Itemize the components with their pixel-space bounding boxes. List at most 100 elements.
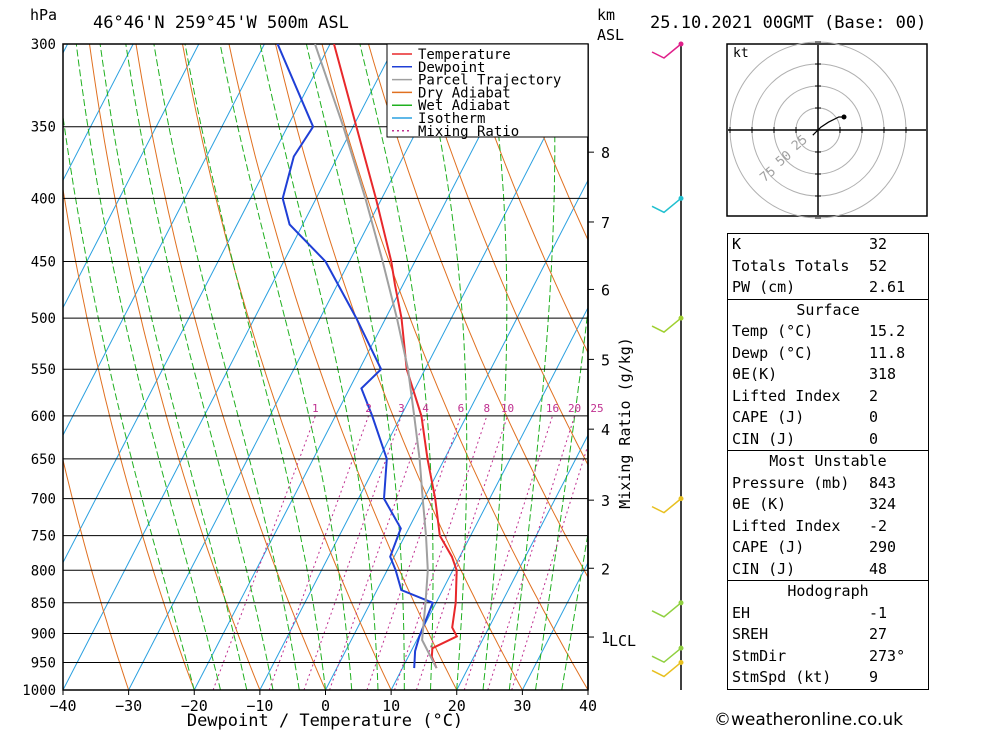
- hodograph-title: Hodograph: [728, 580, 928, 603]
- legend-entry: Isotherm: [418, 111, 485, 127]
- mixing-ratio-line: [394, 415, 488, 690]
- asl-unit-label: ASL: [597, 26, 624, 44]
- km-tick-label: 3: [601, 492, 610, 510]
- most-unstable-title: Most Unstable: [728, 450, 928, 473]
- km-tick-label: 4: [601, 421, 610, 439]
- indices-section: K 32 Totals Totals 52 PW (cm) 2.61: [728, 234, 928, 299]
- stats-label: Temp (°C): [732, 322, 814, 340]
- surface-title: Surface: [728, 298, 928, 322]
- mixing-ratio-label: 3: [398, 402, 405, 415]
- wet-adiabat-line: [420, 44, 468, 690]
- km-tick-label: 1: [601, 629, 610, 647]
- stats-value: -2: [869, 516, 888, 535]
- stats-label: K: [732, 235, 742, 253]
- legend-entry: Mixing Ratio: [418, 124, 519, 140]
- wind-barb: [651, 498, 682, 514]
- stats-row: SREH 27: [728, 624, 928, 646]
- mixing-ratio-line: [487, 415, 576, 690]
- wet-adiabat-line: [482, 44, 508, 690]
- stats-label: Lifted Index: [732, 386, 841, 405]
- dry-adiabat-line: [63, 458, 130, 690]
- stats-label: StmDir: [732, 646, 787, 665]
- mixing-ratio-axis-label: Mixing Ratio (g/kg): [616, 337, 634, 509]
- stats-value: 32: [869, 235, 888, 253]
- stats-label: CIN (J): [732, 559, 796, 578]
- isotherm-line: [259, 51, 588, 690]
- pressure-tick-label: 900: [31, 626, 56, 642]
- stats-value: 290: [869, 538, 897, 556]
- isotherm-line: [63, 44, 397, 690]
- wet-adiabat-line: [508, 44, 556, 690]
- stats-label: EH: [732, 603, 751, 622]
- axis-ticks: −40 −30 −20 −10 0 10 20 30 40: [49, 690, 597, 715]
- stats-row: K 32: [728, 234, 928, 256]
- dry-adiabat-line: [414, 44, 588, 467]
- stats-label: CIN (J): [732, 429, 796, 448]
- pressure-tick-label: 750: [31, 529, 56, 545]
- sounding-profiles: [276, 44, 459, 669]
- stats-label: CAPE (J): [732, 538, 805, 556]
- pressure-tick-label: 650: [31, 452, 56, 468]
- mixing-ratio-label: 16: [546, 402, 559, 415]
- pressure-tick-label: 400: [31, 191, 56, 207]
- km-tick-label: 2: [601, 560, 610, 578]
- x-axis-label: Dewpoint / Temperature (°C): [187, 711, 463, 731]
- mixing-ratio-label: 8: [484, 402, 491, 415]
- isotherm-line: [521, 561, 588, 690]
- hodograph-trace: [812, 116, 844, 136]
- mixing-ratio-line: [212, 415, 316, 690]
- surface-section: Temp (°C) 15.2 Dewp (°C) 11.8 θE(K) 318 Lifted…: [728, 321, 928, 450]
- stats-row: CAPE (J) 0: [728, 407, 928, 429]
- lcl-label: LCL: [609, 632, 636, 650]
- location-title: 46°46'N 259°45'W 500m ASL: [93, 13, 349, 33]
- stats-row: StmSpd (kt) 9: [728, 667, 928, 689]
- temperature-tick-label: 10: [382, 697, 400, 715]
- parcel-trajectory-line: [314, 44, 438, 669]
- isotherm-line: [0, 44, 2, 690]
- temperature-tick-label: −30: [115, 697, 142, 715]
- stats-value: 318: [869, 365, 897, 383]
- pressure-tick-label: 500: [31, 311, 56, 327]
- stats-value: 0: [869, 408, 879, 426]
- wet-adiabat-line: [75, 44, 221, 690]
- dry-adiabat-line: [461, 44, 588, 354]
- pressure-tick-label: 550: [31, 362, 56, 378]
- credit-text: ©weatheronline.co.uk: [714, 710, 904, 730]
- isotherm-line: [390, 306, 588, 690]
- mixing-ratio-line: [268, 415, 369, 690]
- wet-adiabat-line: [63, 113, 195, 690]
- stats-row: Totals Totals 52: [728, 256, 928, 278]
- pressure-tick-label: 700: [31, 492, 56, 508]
- isotherm-line: [456, 434, 588, 690]
- wind-barbs: [651, 41, 684, 690]
- temperature-tick-label: 0: [321, 697, 330, 715]
- wet-adiabat-line: [359, 44, 434, 690]
- stats-value: 48: [869, 559, 888, 578]
- isotherm-line: [325, 179, 588, 690]
- stats-label: Totals Totals: [732, 256, 850, 275]
- mixing-ratio-label: 4: [422, 402, 429, 415]
- stats-row: Lifted Index 2: [728, 386, 928, 408]
- stats-value: 27: [869, 625, 888, 643]
- wet-adiabat-line: [125, 44, 274, 690]
- stats-value: 843: [869, 473, 897, 492]
- stats-value: 324: [869, 495, 897, 513]
- mixing-ratio-label: 6: [458, 402, 465, 415]
- km-tick-label: 5: [601, 351, 610, 369]
- dry-adiabat-line: [275, 44, 523, 690]
- stats-label: θE (K): [732, 495, 787, 513]
- pressure-tick-label: 950: [31, 655, 56, 671]
- mixing-ratio-line: [303, 415, 402, 690]
- stats-row: StmDir 273°: [728, 646, 928, 668]
- temperature-tick-label: 40: [579, 697, 597, 715]
- stats-label: Lifted Index: [732, 516, 841, 535]
- stats-label: Dewp (°C): [732, 343, 814, 362]
- km-unit-label: km: [597, 6, 615, 24]
- wind-barb: [651, 197, 682, 214]
- pressure-tick-label: 350: [31, 120, 56, 136]
- stability-indices-table: K 32 Totals Totals 52 PW (cm) 2.61 Surface Te…: [727, 233, 929, 690]
- stats-value: -1: [869, 603, 888, 622]
- mixing-ratio-label: 10: [501, 402, 514, 415]
